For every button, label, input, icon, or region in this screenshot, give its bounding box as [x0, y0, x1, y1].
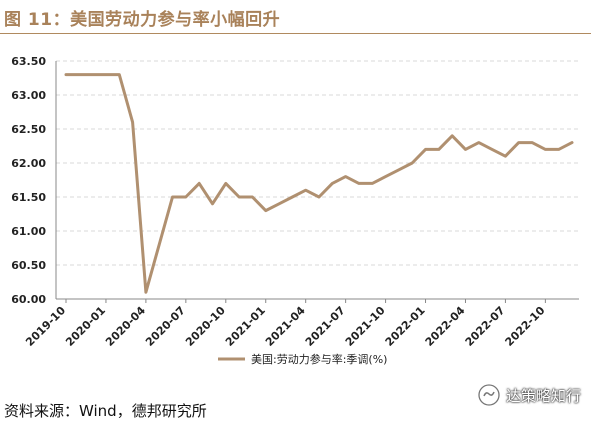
figure-title: 图 11：美国劳动力参与率小幅回升 [4, 10, 281, 30]
y-tick-label: 63.50 [11, 55, 46, 68]
x-tick-label: 2022-04 [423, 304, 468, 349]
series-line [64, 73, 574, 294]
x-tick-label: 2021-01 [223, 304, 268, 349]
wechat-icon [478, 384, 500, 406]
y-tick-label: 60.50 [11, 259, 46, 272]
x-tick-label: 2022-01 [383, 304, 428, 349]
watermark-text: 达策略知行 [506, 386, 582, 405]
legend-label: 美国:劳动力参与率:季调(%) [251, 352, 387, 366]
watermark: 达策略知行 [478, 382, 581, 408]
x-tick-label: 2020-01 [63, 304, 108, 349]
y-tick-label: 63.00 [11, 89, 46, 102]
x-tick-label: 2020-04 [103, 304, 148, 349]
y-tick-label: 61.50 [11, 191, 46, 204]
source-note: 资料来源：Wind，德邦研究所 [4, 402, 207, 420]
x-tick-label: 2020-10 [183, 304, 228, 349]
x-tick-label: 2022-07 [463, 304, 508, 349]
x-tick-label: 2020-07 [143, 304, 188, 349]
x-tick-label: 2021-10 [343, 304, 388, 349]
x-tick-label: 2021-04 [263, 304, 308, 349]
y-tick-label: 62.50 [11, 123, 46, 136]
line-chart: 60.00 60.50 61.00 61.50 62.00 62.50 63.00 63.50… [11, 55, 579, 366]
y-tick-label: 61.00 [11, 225, 46, 238]
y-tick-label: 60.00 [11, 293, 46, 306]
x-tick-label: 2021-07 [303, 304, 348, 349]
figure-header: 图 11：美国劳动力参与率小幅回升 [0, 0, 591, 34]
x-tick-label: 2019-10 [23, 304, 68, 349]
y-tick-label: 62.00 [11, 157, 46, 170]
x-tick-label: 2022-10 [503, 304, 548, 349]
